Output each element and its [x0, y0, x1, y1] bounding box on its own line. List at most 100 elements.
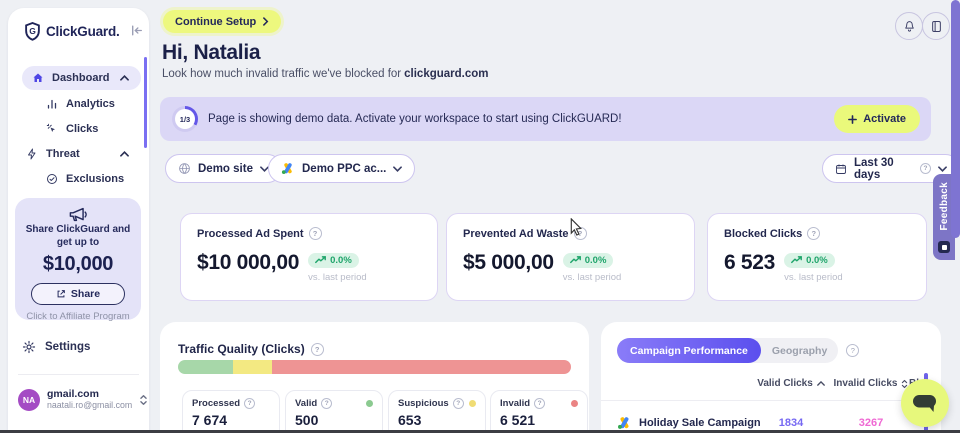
- metric-card-invalid: Invalid 6 521 +0.00%: [490, 390, 588, 433]
- setup-progress-ring: 1/3: [172, 106, 198, 132]
- metric-card-suspicious: Suspicious 653 +0.00%: [388, 390, 486, 433]
- info-icon[interactable]: [308, 227, 322, 240]
- sidebar-item-label: Clicks: [66, 123, 99, 135]
- compare-label: vs. last period: [308, 272, 367, 283]
- book-icon: [931, 20, 942, 33]
- ppc-account-filter-dropdown[interactable]: Demo PPC ac...: [268, 154, 416, 183]
- divider: [18, 374, 139, 375]
- share-button[interactable]: Share: [31, 283, 125, 305]
- account-switcher[interactable]: NA gmail.com naatali.ro@gmail.com: [18, 388, 147, 411]
- sort-updown-icon: [901, 379, 908, 389]
- check-circle-icon: [46, 173, 58, 185]
- avatar: NA: [18, 388, 40, 411]
- activate-button[interactable]: Activate: [834, 105, 920, 133]
- continue-setup-button[interactable]: Continue Setup: [163, 10, 282, 33]
- activate-label: Activate: [863, 113, 906, 125]
- gear-icon: [22, 340, 36, 354]
- stat-card-processed-ad-spent: Processed Ad Spent $10 000,00 0.0% vs. l…: [180, 213, 438, 301]
- sidebar: G ClickGuard. Dashboard Analytics Clicks…: [8, 8, 149, 433]
- traffic-quality-card: Traffic Quality (Clicks) Processed 7 674…: [160, 322, 589, 433]
- stat-label: Blocked Clicks: [724, 227, 803, 240]
- affiliate-link[interactable]: Click to Affiliate Program: [26, 311, 130, 322]
- info-icon[interactable]: [920, 163, 931, 174]
- info-icon[interactable]: [321, 398, 333, 409]
- tab-geography[interactable]: Geography: [771, 344, 828, 357]
- account-email: naatali.ro@gmail.com: [47, 400, 133, 410]
- trend-up-icon: [791, 256, 802, 264]
- trend-up-icon: [569, 256, 581, 264]
- sidebar-item-clicks[interactable]: Clicks: [16, 117, 141, 141]
- sidebar-item-label: Dashboard: [52, 72, 110, 84]
- page-subtitle: Look how much invalid traffic we've bloc…: [162, 68, 489, 80]
- info-icon[interactable]: [310, 342, 324, 356]
- stat-card-prevented-ad-waste: Prevented Ad Waste $5 000,00 0.0% vs. la…: [446, 213, 695, 301]
- metric-value: 653: [398, 412, 422, 428]
- chat-widget-button[interactable]: [901, 379, 949, 427]
- chevron-down-icon: [938, 165, 947, 172]
- invalid-clicks-link[interactable]: 3267: [858, 417, 884, 429]
- campaign-tabs: Campaign Performance Geography: [617, 338, 839, 363]
- brand-logo[interactable]: G ClickGuard.: [24, 22, 120, 41]
- info-icon[interactable]: [244, 398, 256, 409]
- bar-segment-valid: [178, 360, 234, 374]
- calendar-icon: [835, 163, 847, 175]
- info-icon[interactable]: [573, 227, 587, 240]
- column-label: Invalid Clicks: [833, 378, 898, 389]
- sidebar-collapse-icon[interactable]: [131, 25, 143, 36]
- promo-text: get up to: [56, 237, 100, 248]
- stat-label: Processed Ad Spent: [197, 227, 304, 240]
- demo-data-banner: 1/3 Page is showing demo data. Activate …: [160, 97, 931, 141]
- metric-label: Invalid: [500, 398, 531, 409]
- changelog-button[interactable]: [922, 12, 950, 40]
- external-link-icon: [56, 289, 66, 299]
- svg-text:G: G: [29, 26, 36, 36]
- sidebar-item-exclusions[interactable]: Exclusions: [16, 167, 141, 191]
- info-icon[interactable]: [534, 398, 546, 409]
- bar-segment-suspicious: [233, 360, 273, 374]
- sidebar-item-settings[interactable]: Settings: [22, 340, 90, 354]
- divider: [601, 400, 941, 401]
- table-row[interactable]: Holiday Sale Campaign 1834 3267: [601, 406, 941, 433]
- metric-label: Processed: [192, 398, 241, 409]
- sidebar-scrollbar[interactable]: [144, 57, 147, 148]
- home-icon: [32, 72, 44, 84]
- sidebar-item-label: Threat: [46, 148, 80, 160]
- stat-value: $5 000,00: [463, 251, 554, 274]
- site-filter-label: Demo site: [198, 162, 253, 175]
- trend-badge: 0.0%: [308, 252, 359, 268]
- sidebar-item-label: Analytics: [66, 98, 115, 110]
- notifications-button[interactable]: [895, 12, 923, 40]
- date-range-dropdown[interactable]: Last 30 days: [822, 154, 960, 183]
- feedback-tab[interactable]: Feedback: [933, 174, 955, 260]
- info-icon[interactable]: [846, 344, 860, 357]
- trend-badge: 0.0%: [784, 252, 835, 268]
- campaign-name: Holiday Sale Campaign: [639, 417, 761, 429]
- column-header-invalid-clicks[interactable]: Invalid Clicks: [831, 378, 911, 389]
- chevron-up-icon: [120, 75, 129, 81]
- stat-value: $10 000,00: [197, 251, 300, 274]
- valid-clicks-link[interactable]: 1834: [778, 417, 804, 429]
- info-icon[interactable]: [807, 227, 821, 240]
- page-scrollbar-thumb[interactable]: [951, 0, 960, 238]
- sidebar-item-threat[interactable]: Threat: [16, 142, 141, 166]
- click-cursor-icon: [46, 123, 58, 135]
- subtitle-text: Look how much invalid traffic we've bloc…: [162, 68, 402, 80]
- bar-chart-icon: [46, 98, 58, 110]
- status-dot-invalid: [571, 400, 578, 407]
- traffic-quality-stacked-bar: [178, 360, 571, 374]
- sidebar-item-dashboard[interactable]: Dashboard: [22, 66, 141, 90]
- status-dot-valid: [366, 400, 373, 407]
- trend-value: 0.0%: [806, 254, 828, 266]
- brand-name: ClickGuard.: [46, 24, 120, 39]
- sidebar-item-analytics[interactable]: Analytics: [16, 92, 141, 116]
- bell-icon: [903, 20, 916, 33]
- shield-logo-icon: G: [24, 22, 41, 41]
- page-title: Hi, Natalia: [162, 41, 261, 64]
- stat-value: 6 523: [724, 251, 776, 274]
- tab-campaign-performance[interactable]: Campaign Performance: [617, 338, 761, 363]
- share-button-label: Share: [70, 288, 101, 300]
- column-header-valid-clicks[interactable]: Valid Clicks: [751, 378, 831, 389]
- site-filter-dropdown[interactable]: Demo site: [165, 154, 282, 183]
- traffic-quality-title: Traffic Quality (Clicks): [178, 342, 305, 356]
- info-icon[interactable]: [452, 398, 464, 409]
